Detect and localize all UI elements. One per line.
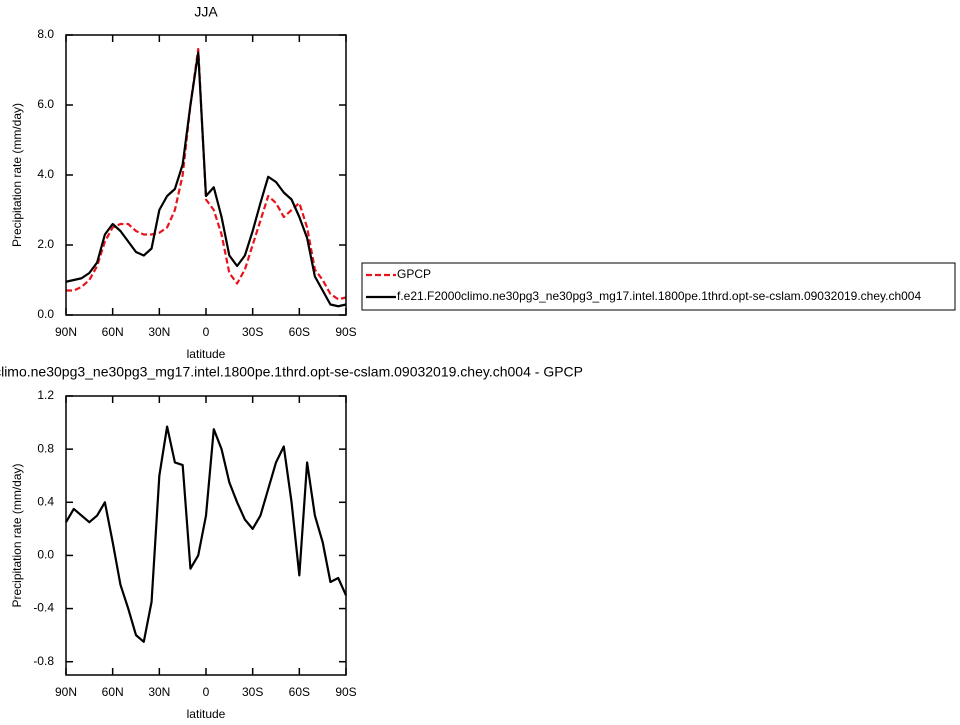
y-tick-label: -0.4: [33, 601, 54, 615]
x-tick-label: 60N: [102, 685, 124, 699]
x-tick-label: 30S: [242, 325, 263, 339]
data-line: [66, 47, 347, 301]
x-tick-label: 90N: [55, 685, 77, 699]
legend-label: GPCP: [397, 267, 431, 281]
y-tick-label: -0.8: [33, 654, 54, 668]
x-axis-label: latitude: [187, 347, 226, 361]
x-axis-label: latitude: [187, 707, 226, 721]
y-tick-label: 0.0: [37, 548, 54, 562]
chart-title: f.e21.F2000climo.ne30pg3_ne30pg3_mg17.in…: [0, 364, 583, 380]
y-tick-label: 0.0: [37, 307, 54, 321]
y-tick-label: 4.0: [37, 167, 54, 181]
x-tick-label: 90S: [335, 685, 356, 699]
plot-frame: [65, 395, 347, 676]
y-tick-label: 8.0: [37, 27, 54, 41]
x-tick-label: 30N: [148, 325, 170, 339]
x-tick-label: 60N: [102, 325, 124, 339]
x-tick-label: 0: [203, 325, 210, 339]
x-tick-label: 60S: [289, 325, 310, 339]
data-line: [65, 51, 347, 308]
y-tick-label: 0.4: [37, 494, 54, 508]
y-tick-label: 1.2: [37, 388, 54, 402]
plot-frame: [65, 34, 347, 316]
y-axis-label: Precipitation rate (mm/day): [10, 463, 24, 607]
legend-box: [361, 262, 956, 311]
data-line: [65, 425, 348, 643]
x-tick-label: 90N: [55, 325, 77, 339]
x-tick-label: 30N: [148, 685, 170, 699]
chart-title: JJA: [194, 4, 218, 20]
y-tick-label: 6.0: [37, 97, 54, 111]
y-tick-label: 2.0: [37, 237, 54, 251]
x-tick-label: 60S: [289, 685, 310, 699]
y-axis-label: Precipitation rate (mm/day): [10, 103, 24, 247]
x-tick-label: 90S: [335, 325, 356, 339]
x-tick-label: 30S: [242, 685, 263, 699]
x-tick-label: 0: [203, 685, 210, 699]
legend-label: f.e21.F2000climo.ne30pg3_ne30pg3_mg17.in…: [397, 289, 921, 303]
y-tick-label: 0.8: [37, 441, 54, 455]
